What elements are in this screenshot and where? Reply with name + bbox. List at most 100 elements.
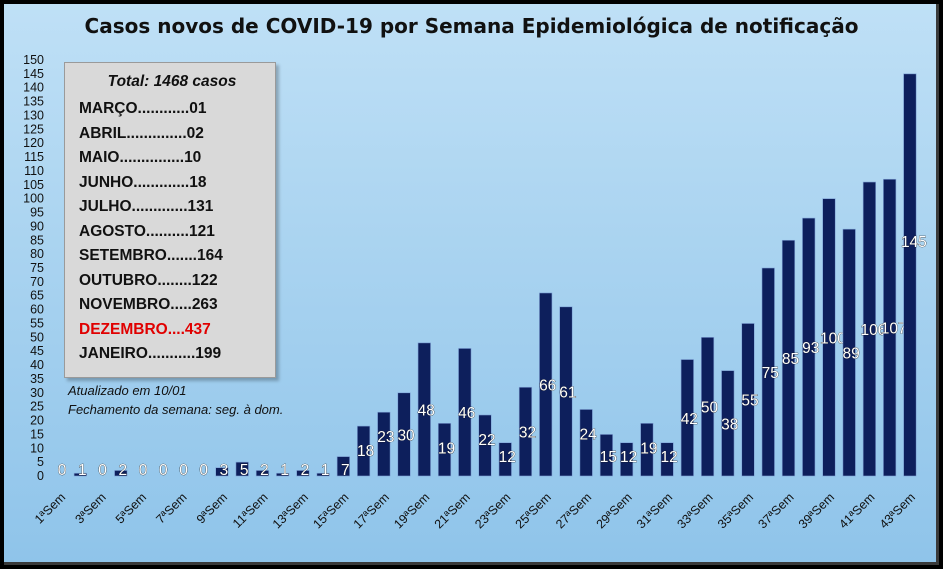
y-tick-label: 60 [30,303,44,317]
data-label: 50 [701,400,719,417]
data-label: 1 [280,462,289,479]
x-tick-label: 39ªSem [796,490,837,531]
month-row-marco: MARÇO............01 [79,100,207,117]
data-label: 7 [341,462,350,479]
y-tick-label: 20 [30,414,44,428]
x-tick-label: 25ªSem [513,490,554,531]
data-label: 2 [119,462,128,479]
bar [296,470,310,477]
week-close-note: Fechamento da semana: seg. à dom. [68,402,284,417]
chart-notes: Atualizado em 10/01 Fechamento da semana… [68,381,283,419]
data-label: 75 [762,365,779,382]
data-label: 0 [199,462,208,479]
y-tick-label: 35 [30,372,44,386]
data-label: 12 [620,449,637,466]
data-label: 42 [681,411,698,428]
x-tick-label: 15ªSem [310,490,351,531]
bar [700,337,715,477]
bar [559,306,573,477]
bar [842,228,856,477]
bar [761,267,775,477]
y-tick-label: 70 [30,275,44,289]
month-row-maio: MAIO...............10 [79,149,202,166]
bar [316,472,330,477]
bar [599,434,613,477]
y-tick-label: 120 [23,136,44,150]
x-tick-label: 7ªSem [153,490,189,526]
bar [579,409,593,477]
summary-total: Total: 1468 casos [107,73,237,90]
bar [498,442,512,477]
bar [802,217,816,477]
data-label: 22 [478,432,495,449]
x-tick-label: 33ªSem [675,490,716,531]
bar [721,370,735,477]
x-tick-label: 31ªSem [634,490,675,531]
y-tick-label: 75 [30,261,44,275]
bar [417,342,431,477]
month-row-novembro: NOVEMBRO.....263 [79,296,218,313]
x-tick-label: 37ªSem [755,490,796,531]
data-label: 38 [721,416,738,433]
x-tick-label: 1ªSem [32,490,68,526]
y-tick-label: 130 [23,108,44,122]
x-tick-label: 5ªSem [113,490,149,526]
data-label: 85 [782,351,799,368]
bar [73,472,87,477]
month-row-setembro: SETEMBRO.......164 [79,247,223,264]
x-tick-label: 23ªSem [472,490,513,531]
data-label: 30 [397,427,415,444]
x-tick-label: 29ªSem [594,490,635,531]
data-label: 0 [139,462,148,479]
bar [741,323,755,477]
x-tick-label: 35ªSem [715,490,756,531]
bar [114,470,128,477]
data-label: 0 [159,462,168,479]
data-label: 5 [240,462,249,479]
x-tick-label: 3ªSem [72,490,108,526]
month-row-dezembro: DEZEMBRO....437 [79,320,211,338]
bar [397,392,411,477]
month-row-junho: JUNHO.............18 [79,173,207,191]
y-tick-label: 150 [23,53,44,67]
bar [822,198,836,477]
y-tick-label: 10 [30,441,44,455]
month-row-agosto: AGOSTO..........121 [79,222,215,240]
bar [518,386,533,477]
bar [781,239,796,477]
bar [883,178,897,477]
data-label: 12 [499,449,516,466]
updated-note: Atualizado em 10/01 [68,383,187,398]
data-label: 61 [559,384,576,401]
x-tick-label: 13ªSem [270,490,311,531]
y-tick-label: 50 [30,330,44,344]
x-tick-label: 27ªSem [553,490,594,531]
bar [539,292,553,477]
bar [255,470,270,477]
data-label: 145 [901,234,927,251]
x-tick-label: 17ªSem [351,490,392,531]
data-label: 55 [741,393,758,410]
y-tick-label: 40 [30,358,44,372]
y-tick-label: 125 [23,122,44,136]
y-tick-label: 5 [37,455,44,469]
data-label: 15 [600,449,617,466]
bar [640,423,654,477]
y-tick-label: 45 [30,344,44,358]
x-tick-label: 41ªSem [836,490,877,531]
month-row-abril: ABRIL..............02 [79,124,204,142]
x-tick-label: 9ªSem [194,490,230,526]
data-label: 0 [98,462,107,479]
data-label: 24 [580,426,598,443]
y-tick-label: 0 [37,469,44,483]
y-tick-label: 90 [30,219,44,233]
y-tick-label: 140 [23,81,44,95]
bar [276,472,290,477]
bar [478,414,492,477]
data-label: 23 [377,429,394,446]
data-label: 2 [260,462,269,479]
bar [660,442,674,477]
y-tick-label: 55 [30,316,44,330]
data-label: 32 [519,425,536,442]
